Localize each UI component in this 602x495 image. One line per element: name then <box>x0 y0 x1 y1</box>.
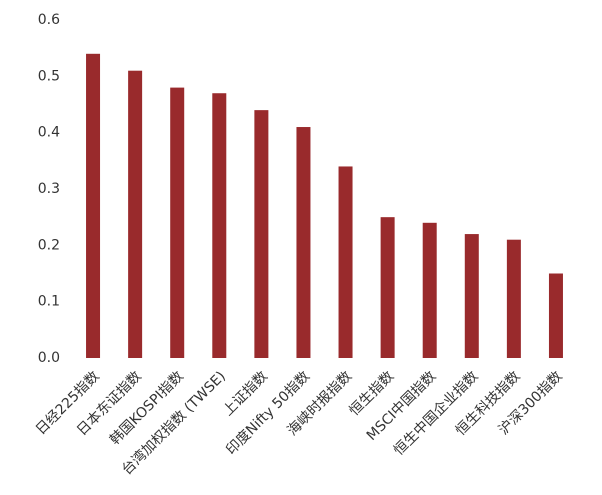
bar <box>128 70 143 358</box>
bar <box>548 273 563 358</box>
bar <box>254 110 269 358</box>
bar <box>212 93 227 358</box>
bar <box>170 87 185 358</box>
bar <box>86 53 101 359</box>
bar <box>422 222 437 358</box>
x-tick-label: 韩国KOSPI指数 <box>107 368 187 448</box>
y-tick-label: 0.0 <box>38 350 60 366</box>
bar <box>506 239 521 358</box>
bar <box>296 127 311 359</box>
y-tick-label: 0.1 <box>38 294 60 310</box>
bar <box>338 166 353 358</box>
y-tick-label: 0.5 <box>38 68 60 84</box>
y-tick-label: 0.6 <box>38 12 60 28</box>
y-tick-label: 0.2 <box>38 237 60 253</box>
y-tick-label: 0.3 <box>38 181 60 197</box>
bar <box>464 234 479 358</box>
y-tick-label: 0.4 <box>38 125 60 141</box>
bar <box>380 217 395 358</box>
